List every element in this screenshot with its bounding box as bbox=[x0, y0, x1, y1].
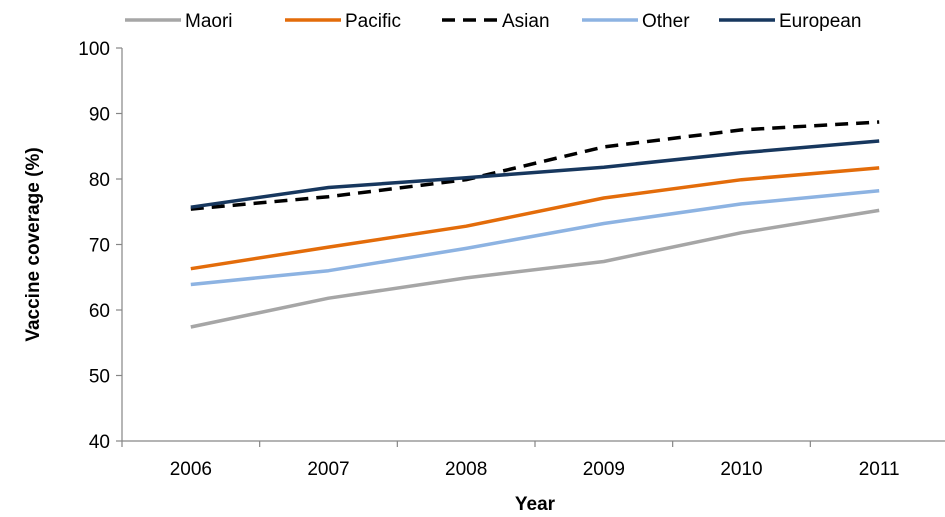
legend-label: Other bbox=[642, 11, 690, 32]
x-tick-label: 2007 bbox=[307, 459, 349, 480]
y-tick-label: 50 bbox=[89, 367, 110, 388]
y-tick-label: 70 bbox=[89, 236, 110, 257]
legend-item-pacific: Pacific bbox=[285, 11, 401, 32]
x-axis-title: Year bbox=[515, 494, 556, 515]
y-tick-label: 60 bbox=[89, 301, 110, 322]
plot-area: 40 50 60 70 80 90 100 2006 2007 2008 2009 2010 2011 bbox=[78, 39, 945, 480]
y-tick-label: 90 bbox=[89, 105, 110, 126]
x-tick-label: 2008 bbox=[445, 459, 487, 480]
series-line-european bbox=[190, 139, 880, 209]
legend-label: Pacific bbox=[345, 11, 401, 32]
x-tick-label: 2009 bbox=[583, 459, 625, 480]
legend-label: Maori bbox=[185, 11, 233, 32]
x-tick-label: 2010 bbox=[720, 459, 762, 480]
series-line-maori bbox=[190, 208, 880, 329]
y-axis-title: Vaccine coverage (%) bbox=[23, 147, 44, 341]
legend-item-maori: Maori bbox=[125, 11, 233, 32]
y-tick-label: 100 bbox=[78, 39, 110, 60]
series-line-pacific bbox=[190, 166, 880, 271]
y-tick-label: 80 bbox=[89, 170, 110, 191]
legend: Maori Pacific Asian Other European bbox=[125, 11, 861, 32]
legend-label: European bbox=[779, 11, 861, 32]
legend-item-other: Other bbox=[582, 11, 690, 32]
x-axis-ticks: 2006 2007 2008 2009 2010 2011 bbox=[121, 441, 900, 480]
x-tick-label: 2011 bbox=[859, 459, 900, 480]
legend-label: Asian bbox=[502, 11, 550, 32]
legend-item-european: European bbox=[719, 11, 861, 32]
y-axis-ticks: 40 50 60 70 80 90 100 bbox=[78, 39, 122, 453]
series-lines bbox=[190, 120, 880, 329]
series-line-asian bbox=[190, 120, 880, 211]
legend-item-asian: Asian bbox=[442, 11, 550, 32]
y-tick-label: 40 bbox=[89, 432, 110, 453]
series-line-other bbox=[190, 189, 880, 287]
x-tick-label: 2006 bbox=[170, 459, 212, 480]
